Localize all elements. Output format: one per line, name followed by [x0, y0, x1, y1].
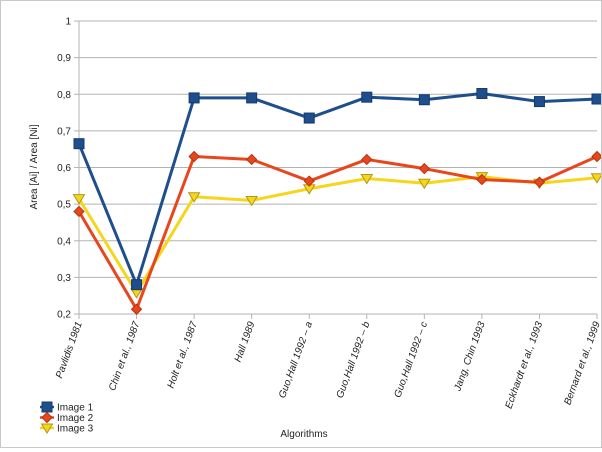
- data-point: [476, 88, 488, 100]
- series-line: [77, 92, 598, 287]
- data-point: [246, 92, 258, 104]
- y-tick-label: 0,9: [57, 53, 71, 64]
- x-tick-label: Eckhardt et al., 1993: [504, 320, 546, 410]
- y-tick-label: 0,4: [57, 236, 71, 247]
- data-point: [73, 205, 85, 218]
- data-point: [361, 153, 373, 166]
- data-point: [591, 150, 602, 163]
- data-point: [131, 279, 143, 291]
- y-tick-label: 0,2: [57, 310, 71, 321]
- data-point: [418, 162, 431, 175]
- series-layer: [72, 88, 602, 315]
- data-point: [187, 192, 201, 203]
- x-tick-label: Guo,Hall 1992 – a: [277, 320, 315, 400]
- gridlines: [79, 20, 597, 315]
- data-point: [303, 175, 315, 187]
- data-point: [476, 173, 488, 186]
- legend-marker: [41, 401, 53, 413]
- data-point: [72, 194, 86, 205]
- y-tick-label: 0,7: [57, 126, 71, 137]
- x-axis-title: Algorithms: [280, 429, 327, 440]
- series-line: [77, 155, 598, 311]
- legend-label: Image 3: [57, 424, 94, 435]
- legend-label: Image 2: [57, 413, 94, 424]
- data-point: [361, 91, 373, 103]
- x-tick-label: Guo,Hall 1992 – b: [335, 320, 373, 400]
- series-image-1: [73, 88, 602, 291]
- data-point: [533, 176, 546, 188]
- data-point: [360, 173, 374, 185]
- y-tick-label: 1: [65, 17, 71, 28]
- y-tick-label: 0,5: [57, 200, 71, 211]
- x-tick-label: Chin et al., 1987: [107, 320, 142, 393]
- legend-marker: [41, 411, 53, 424]
- data-point: [188, 92, 200, 104]
- data-point: [245, 195, 259, 207]
- legend-item: Image 2: [40, 411, 94, 424]
- data-point: [590, 173, 602, 184]
- axes: [74, 20, 598, 319]
- x-tick-label: Pavlidis 1981: [54, 320, 85, 380]
- data-point: [303, 112, 315, 124]
- data-point: [533, 96, 545, 108]
- series-line: [77, 175, 598, 295]
- data-point: [418, 94, 430, 106]
- y-axis-title: Area [Ai] / Area [Ni]: [29, 124, 40, 209]
- x-tick-label: Hall 1989: [233, 320, 258, 364]
- y-tick-label: 0,6: [57, 163, 71, 174]
- legend-item: Image 1: [40, 401, 94, 414]
- x-tick-label: Jang, Chin 1993: [452, 320, 488, 394]
- data-point: [245, 153, 258, 166]
- y-tick-label: 0,8: [57, 90, 71, 101]
- x-tick-label: Bernard et al., 1999: [562, 320, 601, 407]
- tick-labels: 0,2 0,3 0,4 0,5 0,6 0,7 0,8 0,9 1 Pavlidis 1981 Ch…: [54, 17, 602, 411]
- data-point: [73, 138, 85, 150]
- data-point: [130, 303, 143, 315]
- y-tick-label: 0,3: [57, 273, 71, 284]
- legend-marker: [40, 423, 54, 434]
- data-point: [188, 150, 200, 163]
- data-point: [591, 93, 602, 105]
- x-tick-label: Guo,Hall 1992 – c: [392, 320, 430, 399]
- legend-label: Image 1: [57, 403, 94, 414]
- series-image-2: [73, 150, 602, 315]
- data-point: [417, 178, 431, 190]
- legend-item: Image 3: [40, 423, 94, 435]
- x-tick-label: Holt et al., 1987: [166, 320, 200, 390]
